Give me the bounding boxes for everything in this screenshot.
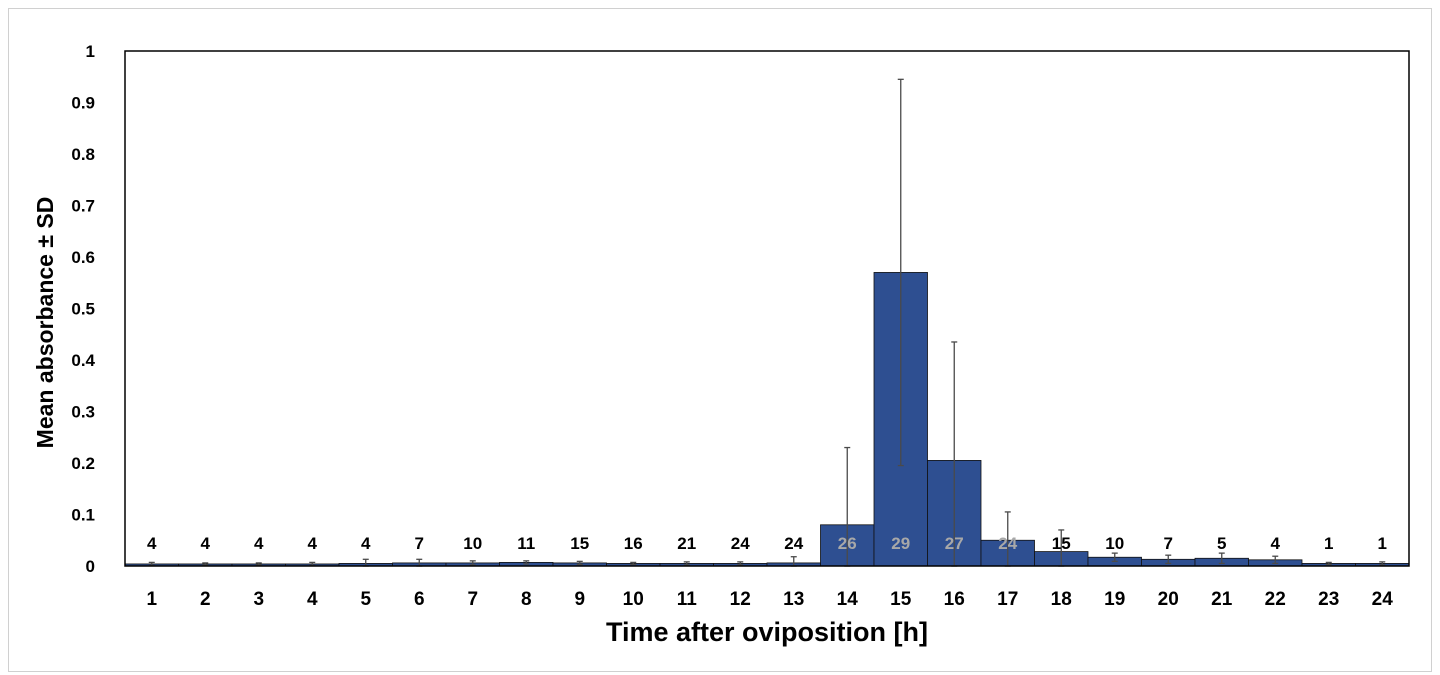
x-tick-label: 14 xyxy=(837,589,859,610)
x-tick-label: 17 xyxy=(997,589,1018,610)
bar-chart: 00.10.20.30.40.50.60.70.80.91 4 4 4 4 4 7 10 11… xyxy=(32,42,1410,647)
sample-size-label: 11 xyxy=(517,534,535,553)
sample-size-label: 24 xyxy=(731,534,750,553)
y-tick-label: 0.5 xyxy=(71,300,95,319)
y-tick-label: 0.6 xyxy=(71,248,95,267)
chart-frame: 0 0.1 0.2 0.3 0.4 0.5 0.6 0.7 0.8 0.9 1 4 4 4 4 4 7 10 11… xyxy=(8,8,1432,672)
x-tick-label: 6 xyxy=(414,589,425,610)
y-tick-label: 0.3 xyxy=(71,403,95,422)
sample-size-label: 24 xyxy=(998,534,1017,553)
x-tick-label: 9 xyxy=(574,589,585,610)
x-tick-label: 22 xyxy=(1265,589,1286,610)
sample-size-label: 21 xyxy=(677,534,696,553)
sample-size-label: 15 xyxy=(1052,534,1071,553)
sample-size-label: 7 xyxy=(415,534,424,553)
sample-size-label: 26 xyxy=(838,534,857,553)
x-tick-label: 15 xyxy=(890,589,912,610)
error-bar xyxy=(202,562,209,566)
error-bars xyxy=(148,78,1386,567)
sample-size-label: 1 xyxy=(1378,534,1387,553)
x-tick-label: 21 xyxy=(1211,589,1233,610)
x-tick-label: 5 xyxy=(360,589,371,610)
error-bar xyxy=(630,561,637,566)
x-tick-label: 19 xyxy=(1104,589,1125,610)
x-tick-label: 7 xyxy=(467,589,478,610)
y-tick-label: 0.7 xyxy=(71,197,95,216)
error-bar xyxy=(1379,561,1386,566)
sample-size-label: 4 xyxy=(1271,534,1281,553)
y-tick-label: 0.8 xyxy=(71,145,95,164)
sample-size-label: 4 xyxy=(254,534,264,553)
y-tick-label: 0.2 xyxy=(71,454,95,473)
x-tick-label: 8 xyxy=(521,589,532,610)
x-tick-label: 4 xyxy=(307,589,318,610)
x-tick-label: 13 xyxy=(783,589,804,610)
sample-size-label: 5 xyxy=(1217,534,1226,553)
x-tick-label: 23 xyxy=(1318,589,1339,610)
error-bar xyxy=(897,78,904,467)
sample-size-label: 4 xyxy=(361,534,371,553)
error-bar xyxy=(683,561,690,566)
y-tick-label: 0 xyxy=(86,557,95,576)
y-tick-label: 1 xyxy=(86,42,95,61)
sample-size-label: 27 xyxy=(945,534,964,553)
plot-area-border xyxy=(124,50,1410,567)
x-tick-label: 12 xyxy=(730,589,751,610)
sample-size-label: 10 xyxy=(1105,534,1124,553)
x-tick-label: 24 xyxy=(1372,589,1394,610)
y-tick-label: 0.1 xyxy=(71,506,95,525)
error-bar xyxy=(523,560,530,565)
bars xyxy=(124,272,1410,567)
x-axis-ticks: 1 2 3 4 5 6 7 8 9 10 11 12 13 14 15 16 17 18 19 20 21 22 23 24 xyxy=(146,589,1393,610)
error-bar xyxy=(1272,555,1279,565)
x-tick-label: 20 xyxy=(1158,589,1179,610)
x-tick-label: 3 xyxy=(253,589,264,610)
y-tick-label: 0.9 xyxy=(71,94,95,113)
x-tick-label: 10 xyxy=(623,589,644,610)
sample-size-label: 10 xyxy=(463,534,482,553)
sample-size-label: 4 xyxy=(147,534,157,553)
error-bar xyxy=(255,562,262,566)
error-bar xyxy=(1111,552,1118,563)
error-bar xyxy=(737,561,744,566)
x-tick-label: 18 xyxy=(1051,589,1072,610)
sample-size-label: 1 xyxy=(1324,534,1333,553)
error-bar xyxy=(1218,552,1225,565)
x-tick-label: 11 xyxy=(677,589,698,610)
x-axis-title: Time after oviposition [h] xyxy=(606,617,928,647)
error-bar xyxy=(1325,561,1332,566)
sample-size-label: 4 xyxy=(201,534,211,553)
sample-size-label: 4 xyxy=(308,534,318,553)
error-bar xyxy=(576,560,583,566)
sample-size-labels: 4 4 4 4 4 7 10 11 15 16 21 24 24 26 29 27 24 15 10 7 5 4 1 1 xyxy=(147,534,1387,553)
y-axis-title: Mean absorbance ± SD xyxy=(32,197,58,449)
y-axis-ticks: 0 0.1 0.2 0.3 0.4 0.5 0.6 0.7 0.8 0.9 1 xyxy=(71,42,95,576)
sample-size-label: 15 xyxy=(570,534,589,553)
sample-size-label: 16 xyxy=(624,534,643,553)
error-bar xyxy=(469,560,476,566)
x-tick-label: 2 xyxy=(200,589,211,610)
sample-size-label: 29 xyxy=(891,534,910,553)
error-bar xyxy=(1165,554,1172,565)
x-tick-label: 16 xyxy=(944,589,965,610)
x-tick-label: 1 xyxy=(146,589,157,610)
sample-size-label: 7 xyxy=(1164,534,1173,553)
y-tick-label: 0.4 xyxy=(71,351,95,370)
sample-size-label: 24 xyxy=(784,534,803,553)
